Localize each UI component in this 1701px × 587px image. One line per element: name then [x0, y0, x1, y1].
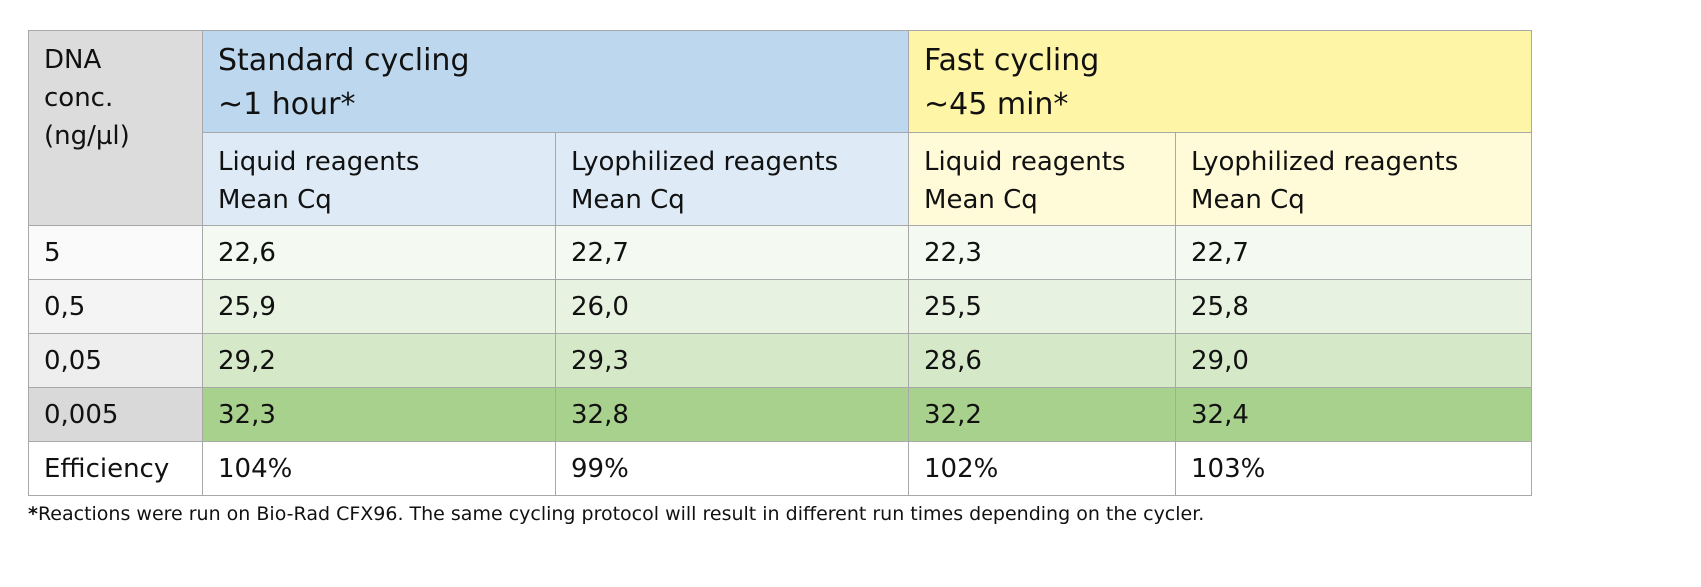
dna-conc-header: DNA conc. (ng/µl)	[28, 30, 203, 226]
row-label: 0,05	[28, 333, 203, 388]
value-cell: 25,5	[908, 279, 1177, 334]
header-time: ~45 min*	[924, 87, 1069, 122]
header-title: Fast cycling	[924, 43, 1100, 78]
cq-results-table: DNA conc. (ng/µl) Standard cycling ~1 ho…	[28, 30, 1533, 496]
value-cell: 22,7	[554, 225, 910, 280]
subheader-line: Mean Cq	[571, 185, 685, 215]
value-cell: 22,7	[1175, 225, 1533, 280]
subheader: Liquid reagents Mean Cq	[908, 132, 1177, 226]
value-cell: 103%	[1175, 441, 1533, 496]
subheader-line: Liquid reagents	[924, 147, 1126, 177]
row-label: 0,5	[28, 279, 203, 334]
row-label: 5	[28, 225, 203, 280]
subheader-line: Mean Cq	[924, 185, 1038, 215]
table-row: 0,5 25,9 26,0 25,5 25,8	[28, 279, 1533, 334]
subheader-line: Lyophilized reagents	[571, 147, 839, 177]
table-row: Efficiency 104% 99% 102% 103%	[28, 441, 1533, 496]
value-cell: 29,0	[1175, 333, 1533, 388]
subheader-line: Lyophilized reagents	[1191, 147, 1459, 177]
value-cell: 104%	[202, 441, 556, 496]
standard-cycling-header: Standard cycling ~1 hour*	[201, 30, 910, 133]
subheader: Lyophilized reagents Mean Cq	[554, 132, 910, 226]
subheader: Liquid reagents Mean Cq	[202, 132, 556, 226]
table-row: 0,05 29,2 29,3 28,6 29,0	[28, 333, 1533, 388]
value-cell: 26,0	[554, 279, 910, 334]
value-cell: 32,4	[1175, 387, 1533, 442]
footnote: *Reactions were run on Bio-Rad CFX96. Th…	[28, 503, 1204, 525]
value-cell: 25,8	[1175, 279, 1533, 334]
row-label: 0,005	[28, 387, 203, 442]
header-time: ~1 hour*	[218, 87, 356, 122]
header-line: DNA	[44, 45, 102, 75]
header-title: Standard cycling	[218, 43, 470, 78]
value-cell: 28,6	[908, 333, 1177, 388]
value-cell: 29,3	[554, 333, 910, 388]
value-cell: 22,3	[908, 225, 1177, 280]
header-line: (ng/µl)	[44, 121, 130, 151]
table-row: 0,005 32,3 32,8 32,2 32,4	[28, 387, 1533, 442]
footnote-text: Reactions were run on Bio-Rad CFX96. The…	[37, 503, 1205, 525]
value-cell: 32,3	[202, 387, 556, 442]
value-cell: 22,6	[202, 225, 556, 280]
value-cell: 99%	[554, 441, 910, 496]
value-cell: 32,8	[554, 387, 910, 442]
footnote-mark: *	[28, 503, 38, 525]
value-cell: 29,2	[202, 333, 556, 388]
value-cell: 102%	[908, 441, 1177, 496]
subheader: Lyophilized reagents Mean Cq	[1175, 132, 1533, 226]
row-label: Efficiency	[28, 441, 203, 496]
fast-cycling-header: Fast cycling ~45 min*	[908, 30, 1533, 133]
table-row: 5 22,6 22,7 22,3 22,7	[28, 225, 1533, 280]
value-cell: 25,9	[202, 279, 556, 334]
header-line: conc.	[44, 83, 114, 113]
subheader-line: Liquid reagents	[218, 147, 420, 177]
subheader-line: Mean Cq	[1191, 185, 1305, 215]
subheader-line: Mean Cq	[218, 185, 332, 215]
value-cell: 32,2	[908, 387, 1177, 442]
